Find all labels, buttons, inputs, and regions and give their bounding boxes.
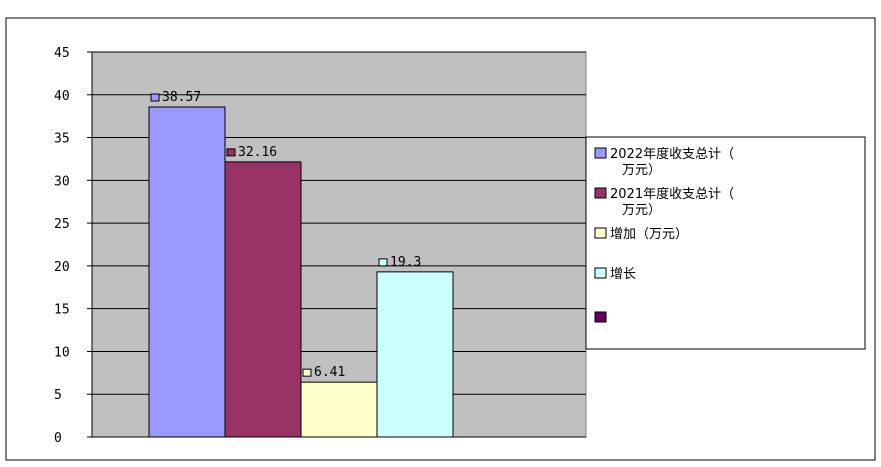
y-tick-label: 45 (54, 46, 70, 61)
bar (224, 161, 302, 438)
legend: 2022年度收支总计（万元）2021年度收支总计（万元）增加（万元）增长 (594, 146, 734, 323)
y-tick-label: 5 (54, 388, 62, 403)
legend-label: 增加（万元） (610, 227, 688, 242)
y-tick-label: 10 (54, 345, 70, 360)
bars (148, 106, 454, 438)
legend-label-continued: 万元） (622, 203, 661, 218)
data-label-key (378, 258, 388, 267)
y-axis: 0 5 10 15 20 25 30 35 40 45 (54, 46, 586, 446)
legend-label: 2022年度收支总计（ (610, 146, 734, 162)
bar (300, 381, 378, 438)
bar (376, 271, 454, 438)
data-label-key (150, 93, 160, 102)
data-label: 32.16 (238, 145, 277, 160)
data-label-key (302, 368, 312, 377)
legend-box (585, 136, 866, 350)
data-label: 38.57 (162, 90, 201, 105)
legend-swatch (594, 147, 607, 159)
y-tick-label: 30 (54, 174, 70, 189)
legend-swatch (594, 227, 607, 239)
y-tick-label: 25 (54, 217, 70, 232)
data-labels: 38.57 32.16 6.41 19.3 (150, 90, 421, 380)
y-tick-label: 35 (54, 132, 70, 147)
y-tick-label: 20 (54, 260, 70, 275)
bar (148, 106, 226, 438)
legend-swatch (594, 187, 607, 199)
data-label-key (226, 148, 236, 157)
y-tick-label: 40 (54, 89, 70, 104)
legend-swatch (594, 267, 607, 279)
legend-label: 2021年度收支总计（ (610, 186, 734, 202)
data-label: 19.3 (390, 255, 421, 270)
legend-swatch (594, 311, 607, 323)
legend-label-continued: 万元） (622, 163, 661, 178)
data-label: 6.41 (314, 365, 345, 380)
y-tick-label: 15 (54, 303, 70, 318)
y-tick-label: 0 (54, 431, 62, 446)
legend-label: 增长 (610, 267, 636, 282)
